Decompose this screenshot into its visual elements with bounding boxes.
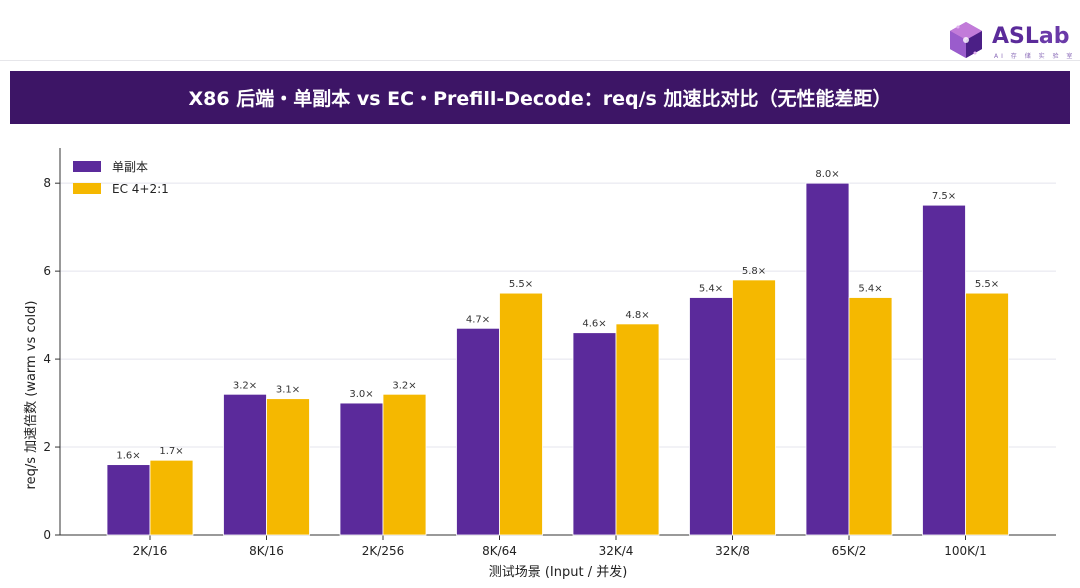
bar-value-label: 1.7× [159,446,183,457]
bar-value-label: 4.6× [582,319,606,330]
bar-ec [266,398,310,536]
x-tick-label: 65K/2 [832,544,867,558]
y-tick-label: 6 [43,264,51,278]
bar-ec [732,279,776,536]
bar-ec [965,292,1009,536]
legend: 单副本 EC 4+2:1 [73,160,169,196]
aslab-logo: ASLab AI 存 储 实 验 室 [944,18,1072,64]
bar-value-label: 4.8× [625,310,649,321]
x-axis-label: 测试场景 (Input / 并发) [489,564,628,580]
bar-value-label: 3.2× [392,380,416,391]
bar-single [223,393,267,536]
x-tick-label: 8K/16 [249,544,284,558]
bar-value-label: 4.7× [466,314,490,325]
bar-value-label: 1.6× [116,451,140,462]
bar-value-label: 3.1× [276,385,300,396]
bar-single [805,182,850,536]
legend-swatch-ec [73,183,101,194]
grid-lines [60,182,1056,448]
bar-single [572,332,617,536]
cube-logo-icon [950,22,982,58]
bars [106,182,1009,536]
logo-text-lab: ab [1038,24,1070,49]
x-tick-label: 32K/8 [715,544,750,558]
y-tick-label: 2 [43,440,51,454]
x-tick-label: 32K/4 [599,544,634,558]
bar-single [106,464,151,536]
bar-value-label: 7.5× [932,191,956,202]
header-divider [0,60,1080,61]
legend-label-ec: EC 4+2:1 [112,182,169,196]
page-title: X86 后端・单副本 vs EC・Prefill-Decode：req/s 加速… [188,88,892,110]
bar-single [339,402,384,536]
bar-value-label: 3.0× [349,389,373,400]
y-tick-label: 4 [43,352,51,366]
bar-ec [615,323,660,536]
bar-value-label: 5.8× [742,266,766,277]
bar-ec [149,459,194,536]
bar-value-label: 3.2× [233,380,257,391]
bar-chart: 0 2 4 6 8 2K/16 8K/16 2K/256 8K/64 32K/4 32K/8 65K/… [24,148,1056,580]
bar-single [456,327,500,536]
bar-ec [848,297,893,536]
bar-single [922,204,966,536]
bar-ec [499,292,543,536]
x-tick-label: 8K/64 [482,544,517,558]
legend-label-single: 单副本 [112,160,148,174]
logo-subtitle: AI 存 储 实 验 室 [994,53,1076,60]
bar-value-label: 5.5× [509,279,533,290]
bar-value-label: 5.4× [858,284,882,295]
bar-value-label: 5.4× [699,284,723,295]
logo-text-as: ASL [992,24,1039,49]
y-tick-label: 0 [43,528,51,542]
bar-value-label: 8.0× [815,169,839,180]
title-bar: X86 后端・单副本 vs EC・Prefill-Decode：req/s 加速… [10,71,1070,124]
x-tick-label: 2K/256 [362,544,404,558]
data-labels: 1.6× 1.7× 3.2× 3.1× 3.0× 3.2× 4.7× 5.5× 4.6× 4.8×… [116,169,999,461]
axes: 0 2 4 6 8 2K/16 8K/16 2K/256 8K/64 32K/4 32K/8 65K/… [43,148,1056,558]
y-axis-label: req/s 加速倍数 (warm vs cold) [24,301,39,490]
bar-ec [382,393,427,536]
x-tick-label: 2K/16 [133,544,168,558]
bar-value-label: 5.5× [975,279,999,290]
bar-single [689,297,733,536]
y-tick-label: 8 [43,176,51,190]
x-tick-label: 100K/1 [944,544,986,558]
legend-swatch-single [73,161,101,172]
